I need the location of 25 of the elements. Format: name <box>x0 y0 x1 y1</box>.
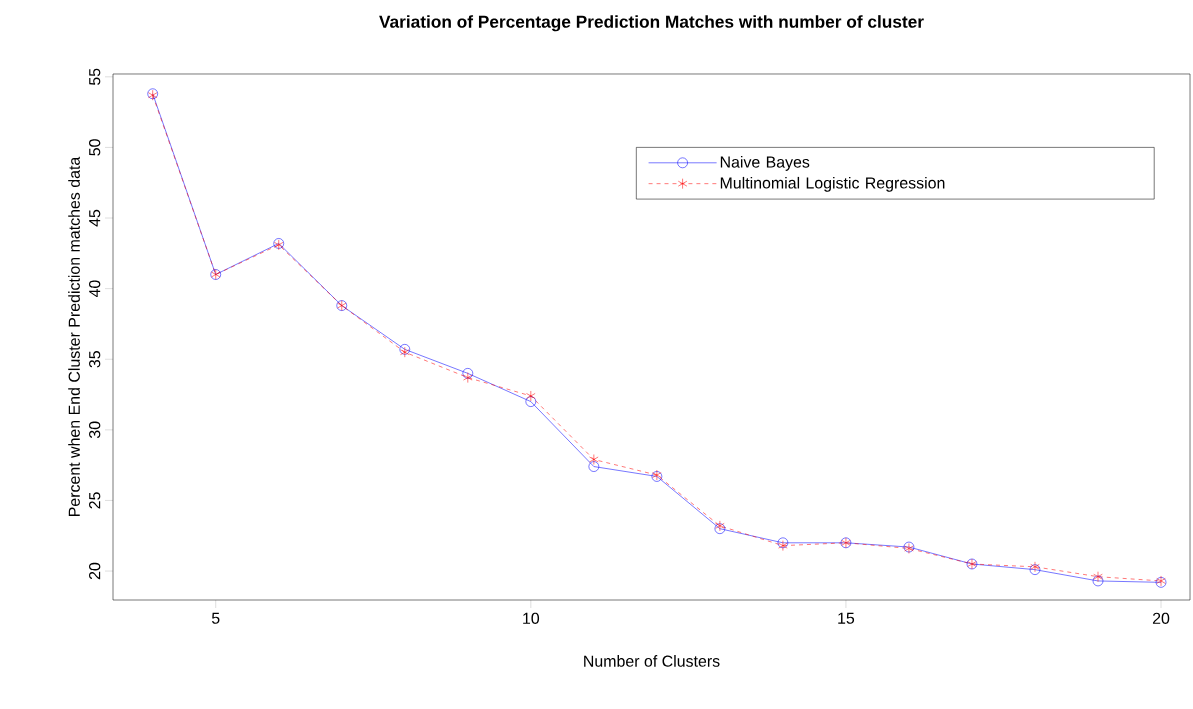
y-tick-label: 50 <box>89 139 101 156</box>
y-axis-title: Percent when End Cluster Prediction matches data <box>68 156 80 516</box>
legend-label: Multinomial Logistic Regression <box>720 176 945 192</box>
y-tick-label: 40 <box>89 280 101 298</box>
point <box>526 390 536 402</box>
y-tick-label: 35 <box>89 351 101 368</box>
point <box>525 396 537 407</box>
x-tick-label: 15 <box>838 612 855 624</box>
point <box>1092 575 1104 587</box>
point <box>588 461 600 472</box>
y-tick-label: 55 <box>89 68 101 86</box>
chart-title: Variation of Percentage Prediction Matches with number of cluster <box>379 15 924 32</box>
y-tick-label: 45 <box>89 209 101 227</box>
legend-label: Naive Bayes <box>720 156 810 171</box>
point <box>462 368 474 379</box>
point <box>1093 571 1103 582</box>
y-tick-label: 30 <box>89 421 101 439</box>
x-tick-label: 20 <box>1152 612 1170 624</box>
point <box>589 454 599 465</box>
point <box>463 372 473 383</box>
y-tick-label: 20 <box>89 562 101 580</box>
x-axis-title: Number of Clusters <box>584 655 720 667</box>
x-tick-label: 10 <box>523 612 540 624</box>
x-tick-label: 5 <box>211 612 220 624</box>
y-tick-label: 25 <box>89 492 101 509</box>
